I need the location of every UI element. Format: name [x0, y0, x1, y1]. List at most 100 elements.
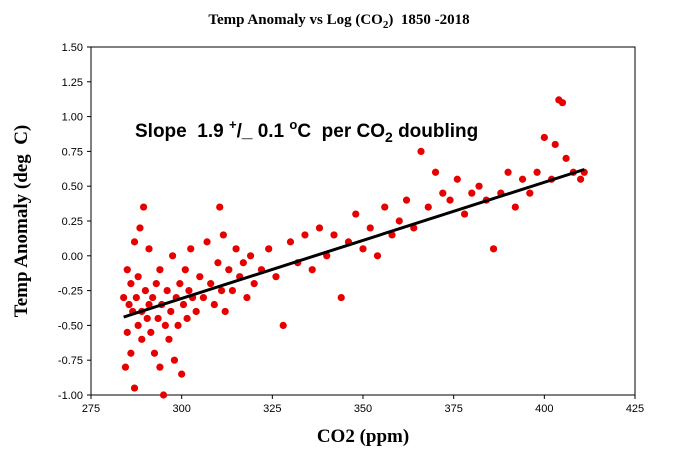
data-point [163, 287, 171, 295]
y-tick-label: 1.50 [62, 42, 83, 54]
data-point [417, 147, 425, 155]
data-point [169, 252, 177, 260]
title-subscript: 2 [383, 19, 389, 31]
data-point [526, 189, 534, 197]
data-point [286, 238, 295, 246]
data-point [315, 224, 324, 232]
data-point [159, 391, 168, 399]
data-point [431, 168, 440, 176]
data-point [216, 203, 224, 211]
data-point [504, 168, 512, 176]
annotation-superscript: + [229, 117, 237, 132]
data-point [127, 280, 135, 288]
data-point [185, 287, 193, 295]
data-point [167, 307, 175, 316]
data-point [558, 99, 567, 107]
title-part: Temp Anomaly vs Log (CO [208, 12, 382, 28]
data-point [540, 133, 548, 142]
data-point [250, 280, 258, 288]
data-point [301, 231, 309, 239]
data-point [123, 266, 131, 274]
data-point [165, 335, 173, 343]
data-point [265, 245, 273, 253]
y-tick-label: -0.75 [58, 355, 83, 367]
x-tick-label: 325 [263, 403, 281, 415]
data-point [207, 280, 215, 288]
data-point [239, 259, 247, 267]
y-tick-label: 0.75 [62, 146, 83, 158]
data-point [221, 307, 229, 316]
annotation-part: C per CO [297, 121, 385, 142]
data-point [143, 314, 151, 323]
data-point [359, 245, 367, 253]
data-point [395, 217, 403, 225]
data-point [192, 307, 200, 316]
data-point [352, 210, 360, 218]
data-point [156, 363, 164, 371]
x-axis-label: CO2 (ppm) [317, 426, 409, 447]
data-point [330, 231, 338, 239]
data-point [138, 335, 146, 343]
y-axis-label: Temp Anomaly (deg C) [11, 125, 32, 317]
data-point [170, 356, 179, 364]
annotation: Slope 1.9 +/_ 0.1 oC per CO2 doubling [135, 117, 478, 145]
y-tick-label: 0.25 [62, 216, 83, 228]
x-tick-label: 350 [354, 403, 372, 415]
data-point [187, 245, 195, 253]
chart-title: Temp Anomaly vs Log (CO2) 1850 -2018 [208, 12, 469, 31]
plot-frame [90, 46, 636, 396]
x-tick-label: 400 [535, 403, 553, 415]
annotation-part: Slope 1.9 [135, 121, 229, 142]
data-point [272, 273, 280, 281]
data-point [120, 293, 128, 302]
data-point [424, 203, 432, 211]
data-point [381, 203, 389, 211]
fit-line [123, 168, 585, 319]
data-point [203, 238, 211, 246]
data-point [373, 252, 382, 260]
data-point [136, 224, 144, 232]
data-point [243, 293, 251, 302]
data-point [174, 321, 182, 329]
data-point [453, 175, 461, 183]
annotation-part: doubling [393, 121, 478, 142]
x-tick-label: 425 [626, 403, 644, 415]
data-point [219, 231, 227, 239]
data-point [134, 321, 142, 329]
data-point [125, 300, 133, 309]
data-point [154, 314, 162, 323]
annotation-part: / [237, 121, 243, 142]
data-point [181, 266, 189, 274]
data-point [489, 245, 498, 253]
data-point [127, 349, 135, 357]
title-part: ) 1850 -2018 [388, 12, 469, 28]
data-point [279, 321, 287, 329]
y-tick-label: 0.00 [62, 251, 83, 263]
data-point [439, 189, 447, 197]
data-point [446, 196, 454, 204]
data-point [460, 210, 469, 218]
data-point [141, 287, 149, 295]
data-point [533, 168, 541, 176]
data-point [156, 266, 164, 274]
data-point [210, 300, 218, 309]
data-point [134, 273, 142, 281]
data-point [178, 370, 186, 378]
data-point [337, 293, 345, 302]
y-tick-label: 1.00 [62, 112, 83, 124]
data-point [139, 203, 148, 211]
x-tick-label: 375 [444, 403, 462, 415]
data-point [145, 245, 153, 253]
data-point [147, 328, 155, 336]
data-point [518, 175, 527, 183]
annotation-part: _ [241, 121, 253, 142]
data-point [551, 140, 559, 149]
data-point [132, 293, 140, 302]
y-tick-label: -0.25 [58, 286, 83, 298]
data-point [196, 273, 204, 281]
data-point [145, 300, 153, 309]
x-tick-label: 300 [172, 403, 190, 415]
data-point [150, 349, 159, 357]
data-point [246, 252, 255, 260]
